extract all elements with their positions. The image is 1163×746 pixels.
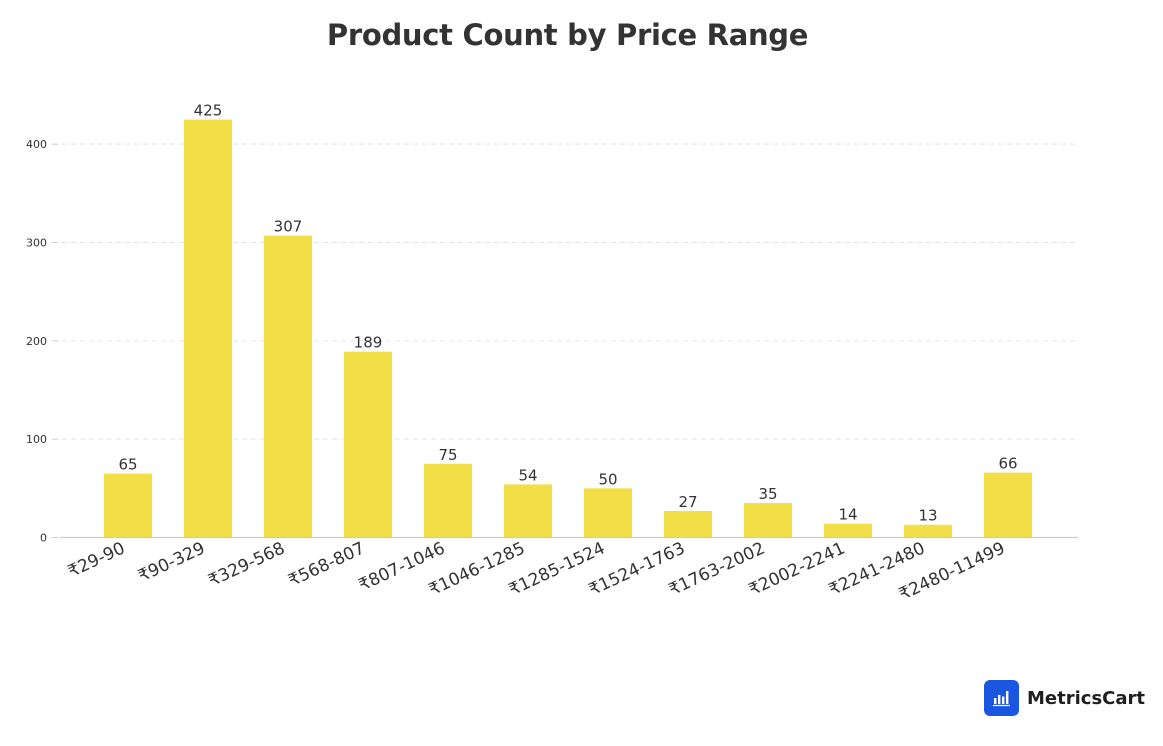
bar: [664, 510, 712, 538]
data-label: 425: [194, 102, 223, 120]
brand-name: MetricsCart: [1027, 687, 1145, 709]
data-label: 14: [838, 506, 857, 524]
bar-chart-icon: [984, 680, 1019, 716]
bar: [904, 524, 952, 538]
data-label: 66: [998, 455, 1017, 473]
bar: [104, 473, 152, 538]
bar: [424, 463, 472, 538]
data-label: 35: [758, 485, 777, 503]
data-label: 50: [598, 470, 617, 488]
x-tick-label: ₹29-90: [65, 538, 128, 582]
data-label: 13: [918, 507, 937, 525]
data-label: 65: [118, 456, 137, 474]
data-labels: 65 425 307 189 75 54 50 27 35 14 13 66: [118, 102, 1017, 525]
data-label: 307: [274, 218, 303, 236]
bar: [344, 351, 392, 538]
grid-lines: [62, 143, 1077, 440]
x-tick-label: ₹90-329: [135, 538, 208, 586]
bar: [184, 119, 232, 538]
y-axis-ticks: 0 100 200 300 400: [26, 138, 58, 545]
chart-title: Product Count by Price Range: [326, 18, 809, 52]
x-tick-label: ₹568-807: [285, 538, 368, 591]
data-label: 27: [678, 493, 697, 511]
x-tick-label: ₹329-568: [205, 538, 288, 591]
y-tick-label: 0: [40, 532, 47, 545]
bar: [984, 472, 1032, 538]
data-label: 75: [438, 446, 457, 464]
y-tick-label: 100: [26, 433, 47, 446]
bar: [264, 235, 312, 538]
brand-logo: MetricsCart: [984, 680, 1145, 716]
bar: [824, 523, 872, 538]
bars: [104, 119, 1032, 538]
bar: [744, 503, 792, 538]
y-tick-label: 400: [26, 138, 47, 151]
x-axis-ticks: ₹29-90 ₹90-329₹329-568₹568-807₹807-1046₹1…: [65, 538, 1008, 604]
y-tick-label: 200: [26, 335, 47, 348]
y-tick-label: 300: [26, 237, 47, 250]
data-label: 189: [354, 334, 383, 352]
data-label: 54: [518, 466, 537, 484]
bar: [584, 488, 632, 538]
bar: [504, 484, 552, 538]
